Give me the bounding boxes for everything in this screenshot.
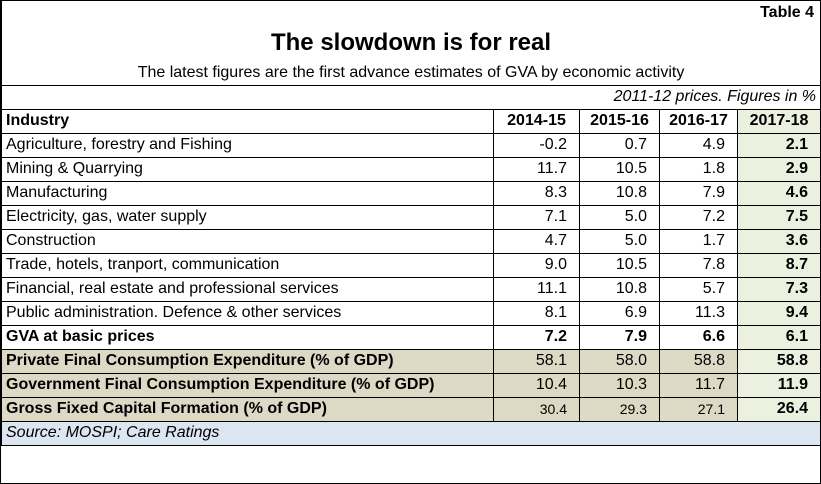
- source-note: Source: MOSPI; Care Ratings: [0, 420, 821, 446]
- cell-2016-17: 27.1: [659, 396, 738, 422]
- cell-2017-18: 58.8: [736, 348, 821, 374]
- cell-2015-16: 10.8: [579, 180, 660, 206]
- cell-2014-15: 11.7: [493, 156, 580, 182]
- row-label: Electricity, gas, water supply: [1, 204, 494, 230]
- cell-2017-18: 6.1: [736, 324, 821, 350]
- cell-2016-17: 1.8: [659, 156, 738, 182]
- cell-2016-17: 7.8: [659, 252, 738, 278]
- row-label: Manufacturing: [1, 180, 494, 206]
- row-label: Agriculture, forestry and Fishing: [1, 132, 494, 158]
- col-header-2015-16: 2015-16: [579, 108, 660, 134]
- table-row: Mining & Quarrying 11.7 10.5 1.8 2.9: [1, 156, 821, 182]
- cell-2015-16: 10.3: [579, 372, 660, 398]
- cell-2017-18: 7.3: [736, 276, 821, 302]
- table-row: Public administration. Defence & other s…: [1, 300, 821, 326]
- cell-2015-16: 7.9: [579, 324, 660, 350]
- cell-2015-16: 10.5: [579, 252, 660, 278]
- source-row: Source: MOSPI; Care Ratings: [0, 420, 821, 446]
- cell-2016-17: 7.2: [659, 204, 738, 230]
- cell-2015-16: 58.0: [579, 348, 660, 374]
- table-row: Government Final Consumption Expenditure…: [1, 372, 821, 398]
- cell-2014-15: 30.4: [493, 396, 580, 422]
- cell-2017-18: 8.7: [736, 252, 821, 278]
- row-label: Financial, real estate and professional …: [1, 276, 494, 302]
- row-label: Mining & Quarrying: [1, 156, 494, 182]
- cell-2016-17: 58.8: [659, 348, 738, 374]
- cell-2017-18: 11.9: [736, 372, 821, 398]
- cell-2015-16: 5.0: [579, 228, 660, 254]
- row-label: GVA at basic prices: [1, 324, 494, 350]
- cell-2016-17: 11.7: [659, 372, 738, 398]
- cell-2015-16: 6.9: [579, 300, 660, 326]
- cell-2016-17: 5.7: [659, 276, 738, 302]
- cell-2015-16: 29.3: [579, 396, 660, 422]
- table-row: Financial, real estate and professional …: [1, 276, 821, 302]
- row-label: Government Final Consumption Expenditure…: [1, 372, 494, 398]
- cell-2016-17: 4.9: [659, 132, 738, 158]
- cell-2015-16: 10.8: [579, 276, 660, 302]
- cell-2016-17: 7.9: [659, 180, 738, 206]
- gva-table: Table 4 The slowdown is for real The lat…: [0, 1, 821, 446]
- row-label: Gross Fixed Capital Formation (% of GDP): [1, 396, 494, 422]
- cell-2017-18: 7.5: [736, 204, 821, 230]
- cell-2016-17: 1.7: [659, 228, 738, 254]
- cell-2014-15: 11.1: [493, 276, 580, 302]
- cell-2017-18: 2.9: [736, 156, 821, 182]
- table-row: Agriculture, forestry and Fishing -0.2 0.7…: [1, 132, 821, 158]
- table-row: Construction 4.7 5.0 1.7 3.6: [1, 228, 821, 254]
- cell-2014-15: 10.4: [493, 372, 580, 398]
- cell-2016-17: 6.6: [659, 324, 738, 350]
- row-label: Private Final Consumption Expenditure (%…: [1, 348, 494, 374]
- cell-2016-17: 11.3: [659, 300, 738, 326]
- header-row: Industry 2014-15 2015-16 2016-17 2017-18: [1, 108, 821, 134]
- row-label: Public administration. Defence & other s…: [1, 300, 494, 326]
- table-title: The slowdown is for real: [0, 25, 821, 61]
- cell-2017-18: 26.4: [736, 396, 821, 422]
- cell-2014-15: 8.3: [493, 180, 580, 206]
- cell-2014-15: 7.1: [493, 204, 580, 230]
- table-row: Trade, hotels, tranport, communication 9.…: [1, 252, 821, 278]
- table-subtitle: The latest figures are the first advance…: [0, 61, 821, 85]
- cell-2015-16: 10.5: [579, 156, 660, 182]
- prices-note: 2011-12 prices. Figures in %: [0, 84, 821, 110]
- cell-2014-15: 7.2: [493, 324, 580, 350]
- table-row: Electricity, gas, water supply 7.1 5.0 7.2 7…: [1, 204, 821, 230]
- gva-row: GVA at basic prices 7.2 7.9 6.6 6.1: [1, 324, 821, 350]
- cell-2014-15: 58.1: [493, 348, 580, 374]
- col-header-industry: Industry: [1, 108, 494, 134]
- cell-2017-18: 3.6: [736, 228, 821, 254]
- col-header-2014-15: 2014-15: [493, 108, 580, 134]
- table-row: Private Final Consumption Expenditure (%…: [1, 348, 821, 374]
- cell-2014-15: -0.2: [493, 132, 580, 158]
- cell-2017-18: 4.6: [736, 180, 821, 206]
- cell-2015-16: 5.0: [579, 204, 660, 230]
- cell-2014-15: 9.0: [493, 252, 580, 278]
- table-tag: Table 4: [0, 1, 821, 25]
- cell-2017-18: 2.1: [736, 132, 821, 158]
- table-row: Manufacturing 8.3 10.8 7.9 4.6: [1, 180, 821, 206]
- col-header-2016-17: 2016-17: [659, 108, 738, 134]
- cell-2015-16: 0.7: [579, 132, 660, 158]
- cell-2017-18: 9.4: [736, 300, 821, 326]
- cell-2014-15: 4.7: [493, 228, 580, 254]
- col-header-2017-18: 2017-18: [736, 108, 821, 134]
- row-label: Trade, hotels, tranport, communication: [1, 252, 494, 278]
- cell-2014-15: 8.1: [493, 300, 580, 326]
- row-label: Construction: [1, 228, 494, 254]
- table-row: Gross Fixed Capital Formation (% of GDP)…: [1, 396, 821, 422]
